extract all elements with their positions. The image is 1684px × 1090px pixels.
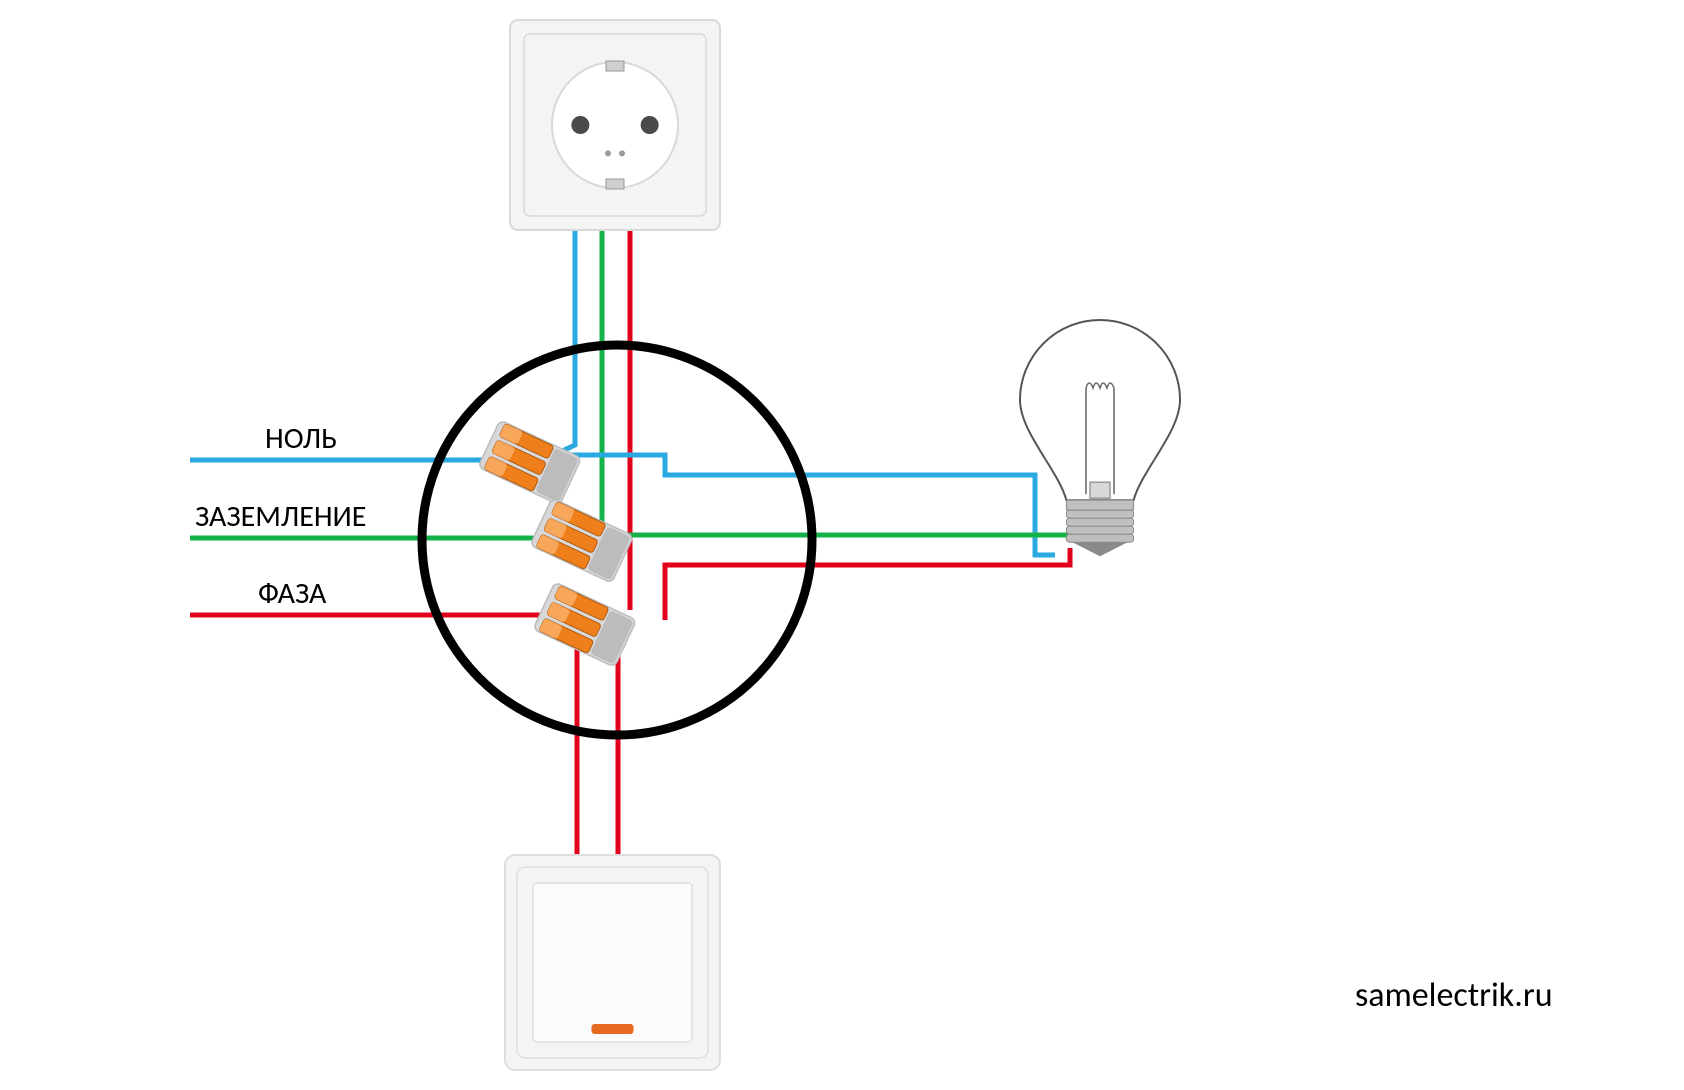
terminal-connector-1 — [530, 498, 634, 583]
wires — [190, 225, 1125, 862]
light-bulb-icon — [1020, 320, 1180, 556]
wall-socket — [510, 20, 720, 230]
label-phase: ФАЗА — [258, 575, 326, 612]
wire-neutral_to_socket — [560, 225, 575, 452]
wire-phase_to_bulb — [665, 548, 1070, 620]
label-ground: ЗАЗЕМЛЕНИЕ — [195, 498, 366, 535]
terminal-connector-0 — [478, 420, 582, 505]
light-switch — [505, 855, 720, 1070]
wiring-diagram — [0, 0, 1684, 1090]
wire-ground_to_socket — [602, 225, 612, 530]
label-neutral: НОЛЬ — [265, 420, 337, 457]
attribution-text: samelectrik.ru — [1355, 975, 1553, 1016]
terminal-connector-2 — [533, 582, 637, 667]
